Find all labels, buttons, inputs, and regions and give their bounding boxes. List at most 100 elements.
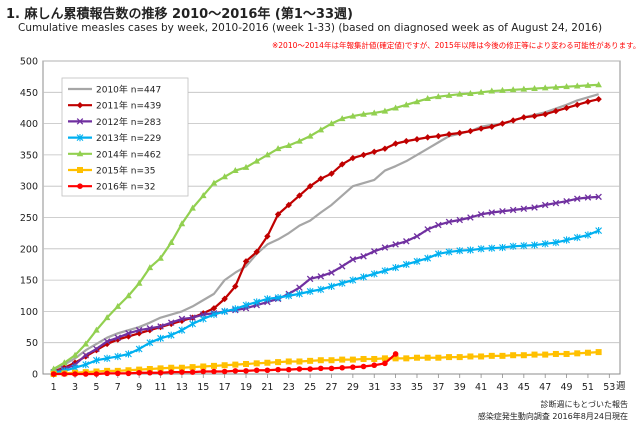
legend-label: 2010年 n=447 [96,84,161,96]
data-point [595,95,602,103]
legend-label: 2014年 n=462 [96,148,161,160]
data-point [381,355,388,362]
series-6 [50,351,399,377]
data-point [242,163,250,170]
data-point [499,207,506,215]
data-point [349,154,357,162]
y-tick-label: 250 [20,213,38,224]
x-axis-ticks: 1 3 5 7 9 11 13 15 17 19 21 23 25 27 29 31 33 35 37 39 41 43 4… [51,374,615,393]
data-point [552,107,560,115]
x-tick-label: 33 [390,382,402,393]
data-point [509,86,517,93]
data-point [488,352,495,359]
legend-label: 2016年 n=32 [96,181,155,193]
y-tick-label: 200 [20,244,38,255]
data-point [114,334,122,341]
data-point [435,93,442,100]
data-point [360,110,367,117]
x-tick-label: 5 [93,382,99,393]
data-point [392,351,399,357]
data-point [296,137,303,144]
data-point [595,349,602,356]
legend-marker [76,150,84,157]
x-tick-label: 13 [176,382,188,393]
data-point [221,362,228,369]
x-tick-label: 35 [411,382,423,393]
data-point [338,161,346,168]
data-point [574,350,581,357]
data-point [467,90,474,97]
data-point [264,367,271,374]
x-tick-label: 45 [518,382,530,393]
data-point [168,369,175,375]
data-point [382,360,388,367]
data-point [445,248,453,256]
data-point [72,371,78,377]
x-tick-label: 21 [261,382,273,393]
data-point [243,360,250,367]
data-point [296,192,303,199]
data-point [71,351,79,358]
data-point [221,368,228,375]
data-point [125,350,132,358]
data-point [339,364,345,371]
y-tick-label: 450 [20,88,38,99]
data-point [93,326,100,333]
data-point [573,82,581,89]
data-point [424,134,431,141]
data-point [456,247,464,255]
data-point [232,368,239,374]
data-point [520,114,528,121]
data-point [413,136,421,143]
x-tick-label: 37 [432,382,444,393]
data-point [200,363,207,370]
data-point [317,126,325,133]
y-tick-label: 100 [20,307,38,318]
x-axis-label: 週 [616,380,626,392]
data-point [541,84,549,91]
data-point [339,356,346,363]
data-point [317,357,324,364]
data-point [296,358,303,365]
data-point [306,183,314,190]
data-point [403,137,410,145]
data-point [157,254,164,261]
data-point [104,370,110,377]
data-point [435,354,442,361]
data-point [413,257,421,265]
data-point [531,351,538,358]
data-point [167,319,175,326]
series-lines [50,81,603,377]
data-point [232,361,239,368]
data-point [541,240,549,248]
data-point [456,354,463,361]
y-tick-label: 0 [32,370,38,381]
y-tick-label: 50 [26,338,38,349]
y-tick-label: 150 [20,276,38,287]
data-point [146,339,154,347]
data-point [445,131,453,138]
data-point [307,357,314,364]
data-point [552,83,560,90]
data-point [125,330,132,337]
data-point [242,301,250,309]
series-line [53,195,599,374]
data-point [456,216,463,224]
x-tick-label: 49 [561,382,573,393]
y-tick-label: 400 [20,119,38,130]
data-point [445,91,453,98]
data-point [135,326,143,334]
data-point [381,267,389,275]
data-point [199,315,207,323]
legend-marker [76,134,84,142]
y-tick-label: 300 [20,182,38,193]
legend-marker [76,102,84,109]
x-tick-label: 43 [496,382,508,393]
data-point [434,250,442,258]
data-point [61,371,68,377]
data-point [531,85,538,92]
data-point [477,211,485,218]
data-point [467,127,474,135]
data-point [189,204,196,211]
